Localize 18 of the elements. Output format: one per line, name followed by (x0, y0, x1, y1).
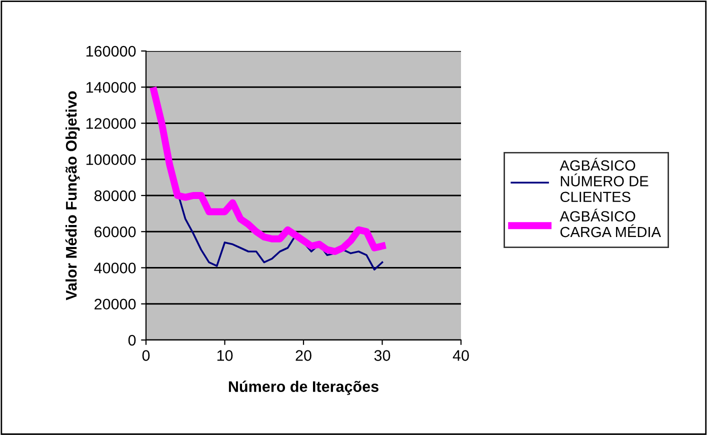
x-tick-label: 20 (296, 350, 312, 361)
x-axis-title: Número de Iterações (228, 380, 378, 396)
x-tick-label: 30 (374, 350, 390, 361)
y-tick-label: 120000 (86, 118, 136, 129)
legend-label: AGBÁSICO CARGA MÉDIA (560, 208, 661, 238)
y-tick-label: 140000 (86, 82, 136, 93)
y-tick-label: 20000 (94, 298, 136, 310)
y-tick-label: 100000 (86, 154, 136, 166)
y-tick-label: 60000 (94, 226, 136, 238)
x-tick-label: 0 (142, 350, 150, 361)
y-tick-label: 80000 (94, 190, 136, 202)
y-axis-title: Valor Médio Função Objetivo (65, 91, 80, 300)
x-tick-label: 10 (217, 350, 233, 361)
y-tick-label: 40000 (94, 262, 136, 274)
x-tick-label: 40 (452, 350, 469, 361)
y-tick-label: 160000 (86, 46, 136, 57)
legend-label: AGBÁSICO NÚMERO DE CLIENTES (560, 158, 648, 202)
y-tick-label: 0 (128, 334, 136, 346)
